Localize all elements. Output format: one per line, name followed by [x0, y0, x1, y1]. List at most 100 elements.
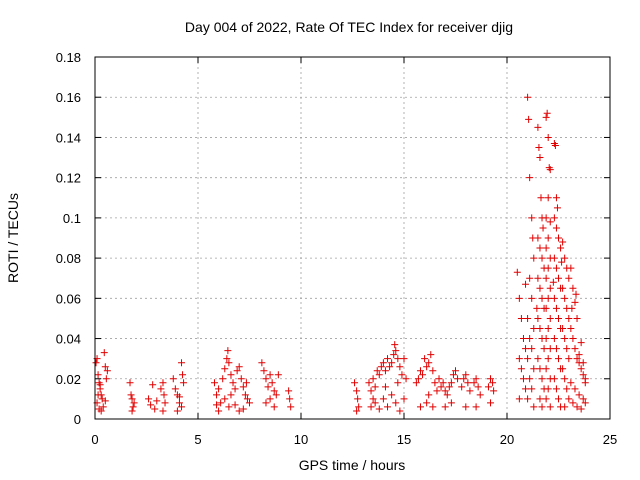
data-point — [441, 403, 449, 411]
data-point — [466, 387, 474, 395]
data-point — [536, 365, 544, 373]
data-point — [381, 367, 389, 375]
data-point — [373, 367, 381, 375]
data-point — [513, 268, 521, 276]
data-point — [546, 166, 554, 174]
data-point — [575, 391, 583, 399]
data-point — [540, 345, 548, 353]
data-point — [551, 141, 559, 149]
data-point — [229, 379, 237, 387]
data-point — [92, 359, 100, 367]
data-point — [129, 403, 137, 411]
data-point — [519, 335, 527, 343]
data-point — [452, 367, 459, 375]
data-point — [539, 224, 547, 232]
data-point — [286, 395, 294, 403]
data-point — [546, 314, 554, 322]
data-point — [528, 214, 536, 222]
data-point — [558, 258, 566, 266]
y-tick-label: 0.18 — [56, 50, 81, 65]
data-point — [542, 214, 550, 222]
data-point — [447, 399, 455, 407]
data-point — [381, 383, 389, 391]
data-point — [530, 254, 538, 262]
data-point — [435, 375, 443, 383]
data-point — [526, 274, 534, 282]
data-point — [388, 359, 396, 367]
data-point — [534, 274, 542, 282]
y-axis-title: ROTI / TECUs — [5, 193, 21, 283]
data-point — [237, 375, 245, 383]
data-point — [538, 254, 546, 262]
data-point — [522, 345, 530, 353]
data-point — [274, 371, 282, 379]
data-point — [462, 371, 470, 379]
data-point — [262, 399, 270, 407]
data-point — [287, 403, 295, 411]
data-point — [449, 371, 457, 379]
data-point — [262, 375, 270, 383]
data-point — [536, 284, 544, 292]
data-point — [555, 234, 562, 242]
data-point — [571, 385, 579, 393]
data-point — [524, 395, 532, 403]
data-point — [153, 397, 161, 405]
data-point — [552, 345, 560, 353]
data-point — [522, 280, 530, 288]
data-point — [377, 363, 385, 371]
data-point — [534, 123, 542, 131]
data-point — [573, 403, 581, 411]
data-point — [101, 363, 109, 371]
data-point — [130, 399, 138, 407]
data-point — [233, 367, 241, 375]
data-point — [221, 365, 229, 373]
data-point — [419, 371, 427, 379]
data-point — [394, 379, 402, 387]
data-point — [524, 355, 532, 363]
data-point — [524, 314, 532, 322]
data-point — [386, 363, 394, 371]
data-point — [235, 363, 243, 371]
data-point — [441, 387, 449, 395]
grid-lines — [95, 57, 610, 419]
data-point — [581, 379, 589, 387]
data-point — [371, 399, 379, 407]
data-point — [549, 278, 557, 286]
data-point — [227, 391, 235, 399]
plot-frame — [94, 56, 611, 420]
data-point — [437, 383, 445, 391]
data-point — [530, 403, 538, 411]
data-point — [102, 375, 110, 383]
data-point — [241, 391, 249, 399]
data-point — [526, 375, 534, 383]
data-point — [546, 284, 554, 292]
data-point — [544, 355, 552, 363]
data-point — [577, 405, 585, 413]
data-point — [392, 347, 400, 355]
data-point — [573, 314, 581, 322]
data-point — [447, 379, 455, 387]
data-point — [128, 395, 136, 403]
data-point — [567, 264, 575, 272]
data-point — [390, 351, 398, 359]
data-point — [100, 349, 108, 357]
data-point — [565, 314, 573, 322]
data-point — [375, 371, 383, 379]
data-point — [567, 325, 575, 332]
data-point — [94, 371, 102, 379]
data-point — [538, 294, 546, 302]
data-point — [515, 294, 523, 302]
data-point — [550, 335, 558, 343]
y-tick-labels: 0 0.02 0.04 0.06 0.08 0.1 0.12 0.14 0.16 0.18 — [56, 50, 81, 427]
data-point — [487, 375, 495, 383]
data-point — [472, 403, 480, 411]
data-point — [97, 407, 105, 415]
axis-ticks — [94, 56, 611, 420]
data-point — [552, 304, 560, 312]
data-point — [159, 407, 167, 415]
data-point — [388, 391, 396, 399]
data-point — [550, 214, 558, 222]
x-tick-label: 0 — [91, 432, 98, 447]
data-point — [179, 371, 187, 379]
data-point — [215, 407, 223, 415]
